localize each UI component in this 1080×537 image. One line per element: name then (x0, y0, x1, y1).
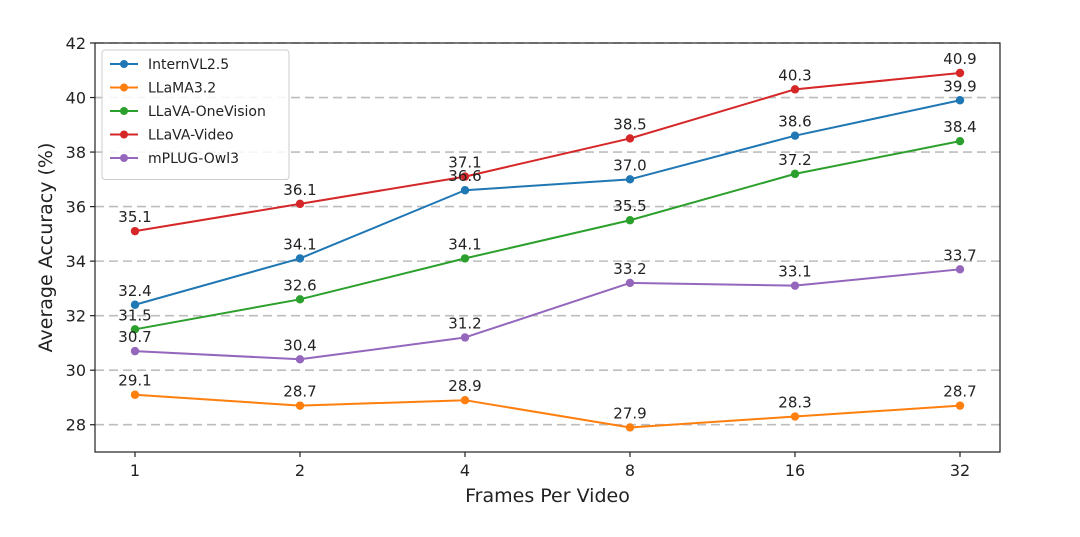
data-label-internvl2-5: 38.6 (778, 113, 811, 131)
data-point-internvl2-5 (295, 254, 305, 263)
data-point-mplug-owl3 (130, 346, 140, 356)
data-point-internvl2-5 (790, 131, 800, 140)
data-label-llama3-2: 29.1 (118, 372, 151, 390)
data-point-llama3-2 (955, 401, 965, 410)
x-tick-label: 8 (625, 461, 635, 480)
data-point-mplug-owl3 (625, 278, 635, 288)
x-tick-label: 1 (130, 461, 140, 480)
y-axis-title: Average Accuracy (%) (35, 143, 57, 353)
legend-marker-internvl2-5 (120, 60, 128, 68)
data-point-llava-video (460, 172, 470, 181)
data-point-llava-onevision (955, 136, 965, 146)
series-group (130, 68, 965, 432)
data-label-llama3-2: 28.9 (448, 377, 481, 395)
data-label-mplug-owl3: 30.4 (283, 336, 316, 354)
axes: 28 30 32 34 36 38 40 42 1 2 4 8 16 32 Frames Per Video… (35, 34, 1001, 507)
legend-marker-llava-onevision (120, 107, 128, 115)
legend-marker-mplug-owl3 (120, 154, 128, 162)
data-point-mplug-owl3 (955, 265, 965, 274)
data-point-internvl2-5 (955, 96, 965, 105)
data-label-llava-onevision: 32.6 (283, 276, 316, 294)
data-point-llama3-2 (295, 401, 305, 410)
data-point-internvl2-5 (460, 186, 470, 195)
data-label-llava-onevision: 38.4 (943, 118, 976, 136)
series-line-internvl2-5 (134, 99, 961, 306)
data-point-llava-video (955, 68, 965, 78)
data-label-llava-video: 40.3 (778, 66, 811, 84)
data-point-llava-video (130, 226, 140, 236)
series-line-llava-video (134, 71, 961, 233)
y-tick-label: 32 (66, 307, 86, 326)
data-point-llava-onevision (295, 295, 305, 304)
legend-marker-llava-video (120, 130, 128, 139)
data-label-internvl2-5: 34.1 (283, 235, 316, 253)
x-tick-label: 4 (460, 461, 470, 480)
y-tick-label: 38 (66, 143, 86, 162)
legend-box (101, 49, 290, 180)
series-line-llama3-2 (134, 393, 961, 429)
x-axis-title: Frames Per Video (465, 485, 630, 507)
data-label-internvl2-5: 37.0 (613, 156, 646, 174)
legend: InternVL2.5 LLaMA3.2 LLaVA-OneVision LLaVA-… (101, 49, 290, 180)
data-point-llava-onevision (790, 169, 800, 179)
series-line-mplug-owl3 (134, 268, 961, 361)
y-tick-label: 42 (66, 34, 86, 53)
y-tick-label: 30 (66, 361, 86, 380)
data-point-internvl2-5 (625, 175, 635, 184)
data-label-llava-onevision: 35.5 (613, 197, 646, 215)
data-label-mplug-owl3: 31.2 (448, 314, 481, 332)
legend-label-mplug-owl3: mPLUG-Owl3 (148, 151, 239, 167)
data-label-internvl2-5: 32.4 (118, 282, 151, 300)
y-tick-label: 36 (66, 198, 86, 217)
data-point-mplug-owl3 (790, 281, 800, 290)
data-point-llava-video (790, 85, 800, 94)
data-label-llava-video: 40.9 (943, 50, 976, 68)
data-label-llava-video: 36.1 (283, 181, 316, 199)
legend-label-internvl2-5: InternVL2.5 (148, 57, 229, 73)
data-label-mplug-owl3: 30.7 (118, 328, 151, 346)
data-label-mplug-owl3: 33.1 (778, 263, 811, 281)
x-tick-label: 16 (785, 461, 805, 480)
data-label-llava-video: 37.1 (448, 154, 481, 172)
data-label-mplug-owl3: 33.2 (613, 260, 646, 278)
data-label-mplug-owl3: 33.7 (943, 246, 976, 264)
data-point-llava-video (295, 199, 305, 209)
data-label-llama3-2: 27.9 (613, 404, 646, 422)
data-point-llava-video (625, 134, 635, 143)
plot-frame (94, 42, 1001, 453)
data-point-llama3-2 (625, 423, 635, 432)
y-tick-label: 28 (66, 416, 86, 435)
data-label-llama3-2: 28.7 (943, 383, 976, 401)
data-label-llava-video: 35.1 (118, 208, 151, 226)
y-tick-label: 34 (66, 252, 86, 271)
x-tick-label: 2 (295, 461, 305, 480)
data-label-llava-video: 38.5 (613, 115, 646, 133)
x-tick-label: 32 (950, 461, 970, 480)
data-label-llava-onevision: 31.5 (118, 306, 151, 324)
y-tick-label: 40 (66, 89, 86, 108)
data-point-llama3-2 (130, 390, 140, 399)
data-point-mplug-owl3 (460, 333, 470, 342)
data-label-llava-onevision: 37.2 (778, 151, 811, 169)
data-label-llama3-2: 28.7 (283, 383, 316, 401)
data-point-llava-onevision (130, 325, 140, 334)
data-point-llama3-2 (790, 412, 800, 421)
legend-marker-llama3-2 (120, 83, 128, 92)
data-label-llava-onevision: 34.1 (448, 235, 481, 253)
data-point-llama3-2 (460, 395, 470, 405)
data-labels: 32.4 34.1 36.6 37.0 38.6 39.9 29.1 28.7 28.9 27.9… (118, 50, 976, 422)
data-label-internvl2-5: 36.6 (448, 167, 481, 185)
data-point-llava-onevision (460, 254, 470, 263)
data-point-internvl2-5 (130, 300, 140, 309)
series-line-llava-onevision (134, 140, 961, 331)
legend-label-llama3-2: LLaMA3.2 (148, 81, 216, 97)
legend-label-llava-onevision: LLaVA-OneVision (148, 104, 266, 120)
data-point-llava-onevision (625, 216, 635, 225)
data-point-mplug-owl3 (295, 355, 305, 364)
legend-label-llava-video: LLaVA-Video (148, 128, 234, 144)
data-label-llama3-2: 28.3 (778, 394, 811, 412)
data-label-internvl2-5: 39.9 (943, 77, 976, 95)
